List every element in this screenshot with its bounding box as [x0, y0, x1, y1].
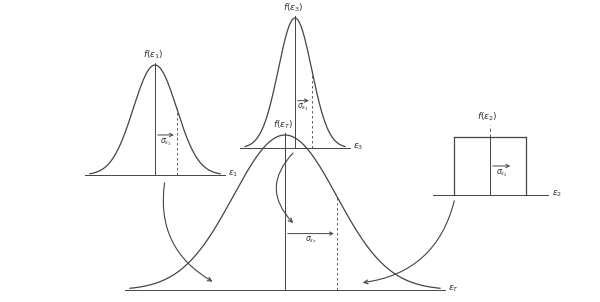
Text: $f(\varepsilon_1)$: $f(\varepsilon_1)$: [143, 49, 163, 61]
Text: $\sigma_{\varepsilon_1}$: $\sigma_{\varepsilon_1}$: [160, 136, 172, 147]
Text: $f(\varepsilon_3)$: $f(\varepsilon_3)$: [283, 2, 303, 14]
Text: $f(\varepsilon_2)$: $f(\varepsilon_2)$: [477, 111, 497, 123]
Text: $\varepsilon_T$: $\varepsilon_T$: [448, 284, 459, 294]
Text: $\varepsilon_3$: $\varepsilon_3$: [353, 142, 364, 152]
Text: $\sigma_{\varepsilon_3}$: $\sigma_{\varepsilon_3}$: [298, 102, 309, 113]
Text: $\sigma_{\varepsilon_T}$: $\sigma_{\varepsilon_T}$: [305, 235, 317, 246]
Text: $f(\varepsilon_T)$: $f(\varepsilon_T)$: [273, 118, 293, 131]
Text: $\sigma_{\varepsilon_2}$: $\sigma_{\varepsilon_2}$: [496, 167, 508, 178]
Text: $\varepsilon_2$: $\varepsilon_2$: [553, 189, 563, 199]
Text: $\varepsilon_1$: $\varepsilon_1$: [228, 169, 238, 179]
